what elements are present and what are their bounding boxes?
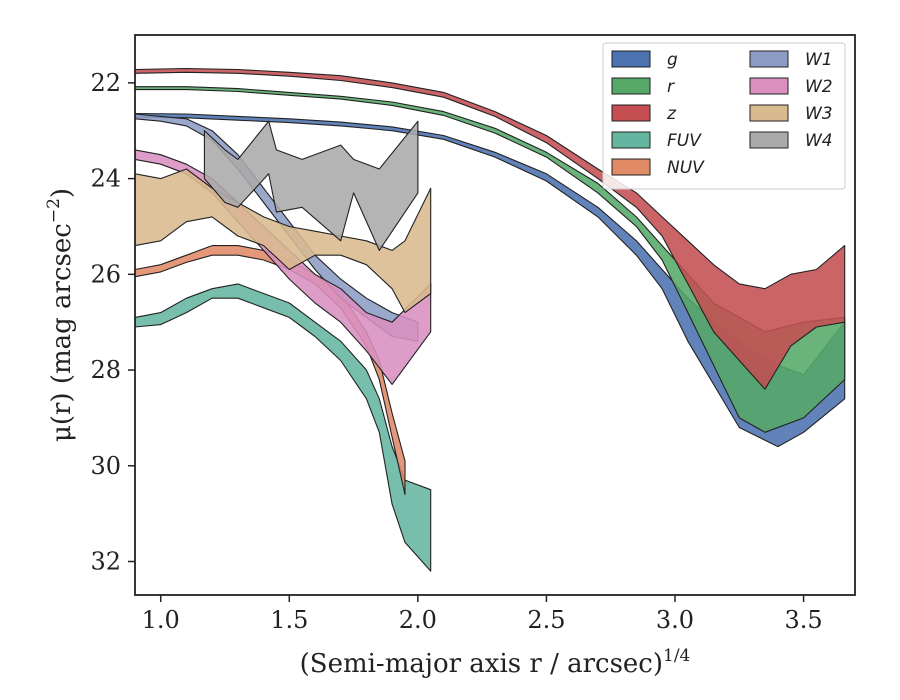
band-z bbox=[135, 67, 846, 390]
legend-swatch-w4 bbox=[749, 131, 789, 149]
legend-swatch-w3 bbox=[749, 104, 789, 122]
y-axis-label-close: ) bbox=[47, 188, 77, 198]
legend-label-g: g bbox=[667, 50, 678, 70]
y-tick-label: 22 bbox=[90, 69, 121, 97]
band-w4 bbox=[203, 120, 419, 251]
bands-layer bbox=[135, 67, 846, 572]
plot-frame bbox=[134, 34, 856, 596]
y-axis-label-main: μ(r) (mag arcsec bbox=[47, 223, 77, 442]
legend-swatch-w1 bbox=[749, 50, 789, 68]
x-tick-label: 2.0 bbox=[399, 606, 437, 634]
x-tick-label: 1.0 bbox=[142, 606, 180, 634]
legend-label-w3: W3 bbox=[805, 104, 833, 124]
y-axis-label: μ(r) (mag arcsec−2) bbox=[44, 188, 77, 442]
y-axis-label-exp: −2 bbox=[44, 198, 64, 223]
legend-swatch-g bbox=[611, 50, 651, 68]
legend-label-r: r bbox=[667, 77, 675, 97]
legend-label-nuv: NUV bbox=[667, 158, 705, 178]
x-tick-label: 3.0 bbox=[656, 606, 694, 634]
band-fuv bbox=[135, 283, 432, 572]
y-tick-label: 24 bbox=[90, 165, 121, 193]
legend-label-fuv: FUV bbox=[667, 131, 702, 151]
y-axis: 22 24 26 28 30 32 bbox=[90, 69, 135, 575]
band-r bbox=[135, 86, 846, 433]
legend-label-z: z bbox=[666, 104, 677, 124]
legend-swatch-z bbox=[611, 104, 651, 122]
x-axis-label: (Semi-major axis r / arcsec)1/4 bbox=[300, 646, 691, 679]
band-nuv bbox=[135, 245, 406, 496]
y-tick-label: 26 bbox=[90, 260, 121, 288]
y-tick-label: 32 bbox=[90, 547, 121, 575]
legend-swatch-r bbox=[611, 77, 651, 95]
legend-label-w1: W1 bbox=[805, 50, 833, 70]
legend-swatch-nuv bbox=[611, 158, 651, 176]
legend: grz FUV NUV W1 W2 W3 W4 bbox=[602, 42, 846, 190]
y-tick-label: 28 bbox=[90, 356, 121, 384]
legend-label-w2: W2 bbox=[805, 77, 833, 97]
x-tick-label: 3.5 bbox=[784, 606, 822, 634]
legend-swatch-w2 bbox=[749, 77, 789, 95]
legend-label-w4: W4 bbox=[805, 131, 833, 151]
x-tick-label: 2.5 bbox=[527, 606, 565, 634]
y-tick-label: 30 bbox=[90, 452, 121, 480]
x-tick-label: 1.5 bbox=[270, 606, 308, 634]
x-axis: 1.0 1.5 2.0 2.5 3.0 3.5 bbox=[142, 595, 823, 634]
legend-swatch-fuv bbox=[611, 131, 651, 149]
x-axis-label-main: (Semi-major axis r / arcsec) bbox=[300, 649, 663, 679]
band-w3 bbox=[135, 168, 432, 314]
x-axis-label-exp: 1/4 bbox=[663, 646, 690, 666]
